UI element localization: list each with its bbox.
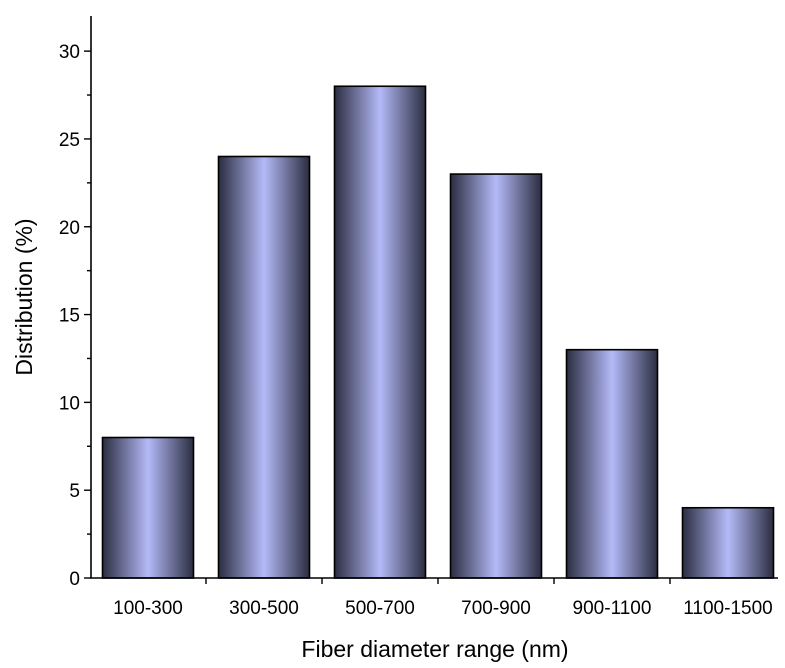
bar-700-900 [449, 173, 543, 579]
x-tick-label: 700-900 [461, 598, 531, 619]
x-axis-ticks: 100-300 300-500 500-700 700-900 900-1100 1100… [113, 578, 773, 619]
bar-1100-1500 [681, 506, 775, 579]
x-tick-label: 300-500 [229, 598, 299, 619]
y-tick-label: 0 [69, 569, 80, 590]
y-tick-label: 5 [69, 481, 80, 502]
y-axis-ticks: 0 5 10 15 20 25 30 [59, 42, 91, 590]
bar-100-300 [101, 436, 195, 579]
y-axis-title: Distribution (%) [11, 218, 37, 375]
y-tick-label: 25 [59, 130, 80, 151]
x-tick-label: 100-300 [113, 598, 183, 619]
y-tick-label: 20 [59, 218, 80, 239]
y-tick-label: 15 [59, 306, 80, 327]
y-tick-label: 30 [59, 42, 80, 63]
x-axis-title: Fiber diameter range (nm) [301, 636, 568, 662]
bar-300-500 [217, 155, 311, 579]
bar-900-1100 [565, 348, 659, 579]
y-tick-label: 10 [59, 393, 80, 414]
x-tick-label: 500-700 [345, 598, 415, 619]
x-tick-label: 1100-1500 [683, 598, 772, 619]
bar-500-700 [333, 85, 427, 579]
x-tick-label: 900-1100 [573, 598, 652, 619]
bars [101, 85, 775, 579]
